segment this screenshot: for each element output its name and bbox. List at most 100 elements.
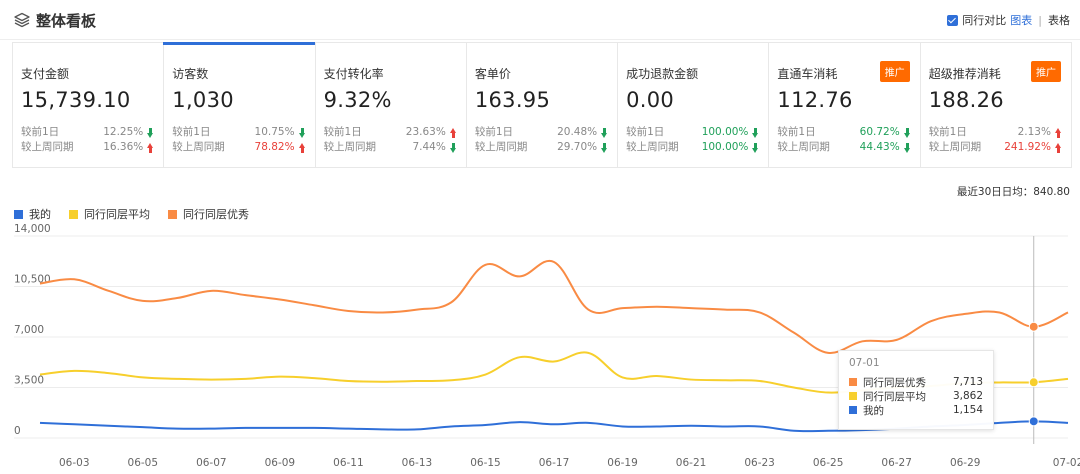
comparison-value: 12.25% (103, 125, 155, 140)
comparison-value: 23.63% (406, 125, 458, 140)
kpi-value: 112.76 (777, 88, 853, 112)
tooltip-name: 同行同层优秀 (863, 376, 926, 389)
comparison-row: 较前1日 20.48% (475, 125, 609, 140)
y-tick-label: 7,000 (14, 324, 44, 336)
x-tick-label: 06-19 (607, 457, 638, 469)
comparison-percent: 29.70% (557, 141, 598, 153)
arrow-up-icon (1054, 142, 1063, 153)
comparison-percent: 2.13% (1017, 126, 1051, 138)
comparison-row: 较上周同期 44.43% (777, 140, 911, 155)
x-tick-label: 06-25 (813, 457, 844, 469)
arrow-up-icon (1054, 127, 1063, 138)
legend-item-mine[interactable]: 我的 (14, 206, 51, 222)
y-tick-label: 10,500 (14, 274, 51, 286)
series-point-peer-average[interactable] (1028, 377, 1039, 388)
comparison-value: 7.44% (412, 140, 457, 155)
kpi-label: 支付金额 (21, 67, 70, 81)
chart-view-link[interactable]: 图表 (1010, 14, 1033, 27)
comparison-percent: 100.00% (701, 141, 749, 153)
y-tick-label: 14,000 (14, 223, 51, 235)
comparison-value: 10.75% (255, 125, 307, 140)
kpi-value: 163.95 (474, 88, 551, 112)
legend-item-peer-top[interactable]: 同行同层优秀 (168, 206, 249, 222)
view-separator: | (1038, 13, 1042, 27)
kpi-label: 成功退款金额 (626, 67, 699, 81)
kpi-card[interactable]: 超级推荐消耗 188.26 推广较前1日 2.13% 较上周同期 241.92% (919, 42, 1072, 168)
comparison-value: 241.92% (1004, 140, 1063, 155)
comparison-percent: 16.36% (103, 141, 144, 153)
comparison-label: 较前1日 (928, 126, 967, 138)
x-tick-label: 06-09 (265, 457, 296, 469)
checkbox-checked-icon[interactable] (947, 14, 959, 26)
comparison-percent: 23.63% (405, 126, 446, 138)
arrow-up-icon (449, 127, 458, 138)
comparison-label: 较上周同期 (928, 141, 982, 153)
comparison-value: 78.82% (255, 140, 307, 155)
comparison-label: 较前1日 (21, 126, 60, 138)
kpi-label: 超级推荐消耗 (928, 67, 1001, 81)
comparison-value: 29.70% (557, 140, 609, 155)
x-tick-label: 06-11 (333, 457, 364, 469)
comparison-row: 较上周同期 16.36% (21, 140, 155, 155)
kpi-value: 188.26 (928, 88, 1004, 112)
comparison-row: 较上周同期 7.44% (324, 140, 458, 155)
legend-item-peer-average[interactable]: 同行同层平均 (69, 206, 150, 222)
dashboard-header: 整体看板 同行对比 图表 | 表格 (0, 0, 1080, 40)
comparison-value: 44.43% (860, 140, 912, 155)
comparison-row: 较前1日 10.75% (172, 125, 306, 140)
trend-line-chart[interactable]: 14,000 10,500 7,000 3,500 0 06-03 06-05 06-07 06… (0, 222, 1080, 474)
legend-label-mine: 我的 (29, 208, 51, 221)
kpi-card[interactable]: 客单价 163.95 较前1日 20.48% 较上周同期 29.70% (465, 42, 618, 168)
comparison-value: 60.72% (860, 125, 912, 140)
comparison-label: 较前1日 (323, 126, 362, 138)
tooltip-value: 1,154 (952, 404, 983, 416)
kpi-comparisons: 较前1日 60.72% 较上周同期 44.43% (777, 125, 911, 155)
series-line-peer-top[interactable] (39, 259, 1069, 354)
kpi-comparisons: 较前1日 20.48% 较上周同期 29.70% (475, 125, 609, 155)
kpi-card[interactable]: 支付金额 15,739.10 较前1日 12.25% 较上周同期 16.36% (12, 42, 164, 168)
kpi-card[interactable]: 直通车消耗 112.76 推广较前1日 60.72% 较上周同期 44.43% (768, 42, 920, 168)
comparison-percent: 10.75% (254, 126, 295, 138)
x-tick-label: 07-02 (1053, 457, 1080, 469)
comparison-label: 较上周同期 (474, 141, 528, 153)
comparison-percent: 7.44% (412, 141, 446, 153)
kpi-card[interactable]: 支付转化率 9.32% 较前1日 23.63% 较上周同期 7.44% (314, 42, 466, 168)
comparison-row: 较前1日 12.25% (21, 125, 155, 140)
tooltip-swatch-peer-average (849, 392, 857, 400)
comparison-row: 较前1日 100.00% (626, 125, 760, 140)
tooltip-row: 同行同层优秀 7,713 (849, 375, 983, 389)
comparison-row: 较上周同期 100.00% (626, 140, 760, 155)
kpi-cards: 支付金额 15,739.10 较前1日 12.25% 较上周同期 16.36% 访客数 1,0… (12, 42, 1072, 168)
x-tick-label: 06-05 (128, 457, 159, 469)
comparison-value: 100.00% (702, 125, 761, 140)
peer-compare-label[interactable]: 同行对比 (962, 14, 1007, 27)
comparison-percent: 44.43% (859, 141, 900, 153)
comparison-percent: 12.25% (103, 126, 144, 138)
thirty-day-average: 最近30日日均：840.80 (956, 186, 1070, 198)
comparison-row: 较上周同期 241.92% (929, 140, 1063, 155)
legend-swatch-mine (14, 209, 23, 219)
tooltip-name: 同行同层平均 (863, 390, 926, 403)
kpi-label: 直通车消耗 (777, 67, 838, 81)
chart-legend: 我的 同行同层平均 同行同层优秀 (14, 206, 249, 222)
kpi-card[interactable]: 成功退款金额 0.00 较前1日 100.00% 较上周同期 100.00% (617, 42, 769, 168)
y-tick-label: 0 (14, 425, 21, 437)
arrow-up-icon (298, 142, 307, 153)
arrow-up-icon (146, 142, 155, 153)
comparison-label: 较前1日 (626, 126, 665, 138)
table-view-link[interactable]: 表格 (1048, 14, 1070, 27)
comparison-row: 较前1日 23.63% (324, 125, 458, 140)
promote-badge[interactable]: 推广 (879, 61, 910, 82)
series-point-peer-top[interactable] (1028, 321, 1039, 332)
arrow-down-icon (751, 127, 760, 138)
kpi-value: 15,739.10 (21, 88, 131, 112)
kpi-card[interactable]: 访客数 1,030 较前1日 10.75% 较上周同期 78.82% (163, 42, 315, 168)
x-tick-label: 06-15 (470, 457, 501, 469)
comparison-percent: 78.82% (254, 141, 295, 153)
promote-badge[interactable]: 推广 (1030, 61, 1061, 82)
arrow-down-icon (449, 142, 458, 153)
legend-label-peer-average: 同行同层平均 (84, 208, 150, 221)
legend-swatch-peer-top (168, 209, 177, 219)
comparison-label: 较上周同期 (626, 141, 679, 153)
series-point-mine[interactable] (1028, 416, 1039, 427)
